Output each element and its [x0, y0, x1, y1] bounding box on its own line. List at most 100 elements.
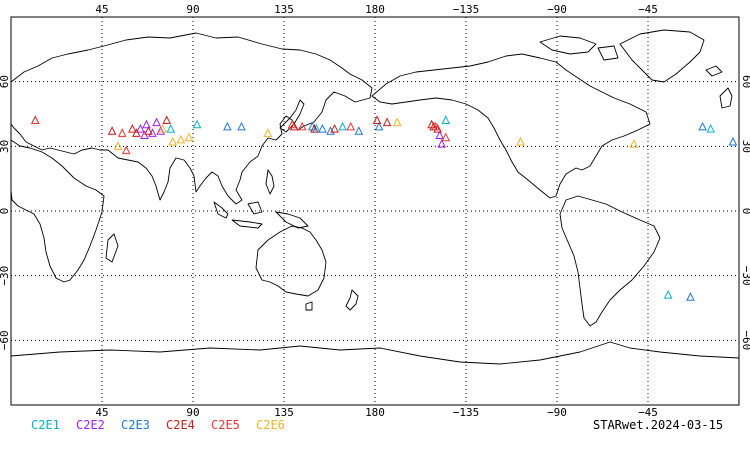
station-marker-c2e3	[698, 121, 707, 131]
lat-tick-right-label: −60	[740, 330, 750, 350]
station-marker-c2e1	[338, 121, 347, 131]
station-marker-c2e1	[441, 115, 451, 124]
station-markers	[30, 115, 738, 301]
coastline-new-zealand	[345, 289, 359, 311]
coastline-madagascar	[105, 233, 119, 263]
lon-tick-bottom-label: 90	[186, 406, 199, 419]
station-marker-c2e1	[706, 123, 715, 133]
station-marker-c2e4	[162, 115, 172, 124]
station-marker-c2e6	[113, 141, 123, 150]
lat-tick-right-label: 0	[740, 208, 750, 215]
station-marker-c2e5	[30, 115, 40, 124]
station-marker-c2e1	[192, 119, 202, 129]
station-marker-c2e2	[156, 126, 165, 135]
station-marker-c2e4	[128, 123, 137, 133]
station-marker-c2e2	[435, 130, 445, 140]
lon-tick-bottom-label: −90	[547, 406, 567, 419]
lon-tick-bottom-label: −135	[453, 406, 480, 419]
station-marker-c2e6	[176, 134, 186, 144]
coastline-philippines	[265, 169, 275, 195]
station-marker-c2e2	[142, 119, 151, 129]
legend-item-c2e1: C2E1	[31, 418, 60, 432]
legend-item-c2e4: C2E4	[166, 418, 195, 432]
station-marker-c2e3	[237, 121, 246, 131]
coastline-south-america	[559, 195, 661, 327]
coastline-tasmania	[305, 301, 313, 311]
coastline-uk	[719, 87, 733, 109]
station-marker-c2e6	[158, 123, 167, 133]
station-marker-c2e3	[374, 121, 384, 131]
coastline-iceland	[705, 65, 723, 77]
lon-tick-top-label: 90	[186, 3, 199, 16]
legend-item-c2e2: C2E2	[76, 418, 105, 432]
lon-tick-top-label: −135	[453, 3, 480, 16]
legend-item-c2e6: C2E6	[256, 418, 285, 432]
product-label: STARwet.2024-03-15	[593, 418, 724, 432]
lat-tick-right-label: −30	[740, 266, 750, 286]
station-marker-c2e6	[168, 136, 178, 146]
station-marker-c2e5	[346, 121, 356, 131]
lon-tick-top-label: −90	[547, 3, 567, 16]
station-marker-c2e4	[310, 123, 319, 133]
tick-labels: 45 45 90 90 135 135 180 180 −135 −135 −90 −90 −45 −45…	[0, 3, 750, 419]
station-marker-c2e4	[132, 128, 141, 137]
coastline-eurasia	[10, 32, 373, 205]
station-marker-c2e6	[516, 136, 525, 146]
lon-tick-top-label: −45	[638, 3, 658, 16]
station-marker-c2e2	[140, 130, 149, 140]
coastline-australia	[255, 225, 327, 297]
station-marker-c2e3	[728, 136, 738, 146]
station-marker-c2e4	[382, 117, 392, 127]
station-marker-c2e1	[663, 289, 673, 299]
coastline-north-america	[371, 53, 651, 199]
station-marker-c2e4	[372, 115, 382, 124]
legend-item-c2e3: C2E3	[121, 418, 150, 432]
station-marker-c2e2	[152, 117, 161, 127]
station-marker-c2e6	[263, 128, 273, 137]
lat-tick-right-label: 60	[740, 75, 750, 88]
lon-tick-bottom-label: 45	[95, 406, 108, 419]
station-marker-c2e3	[354, 126, 364, 135]
lon-tick-bottom-label: −45	[638, 406, 658, 419]
station-marker-c2e5	[441, 132, 451, 142]
coastline-japan	[279, 99, 305, 133]
station-marker-c2e3	[318, 123, 327, 133]
station-marker-c2e5	[117, 128, 127, 137]
graticule	[11, 17, 739, 405]
station-marker-c2e3	[223, 121, 232, 131]
lat-tick-left-label: 0	[0, 208, 11, 215]
lat-tick-left-label: 60	[0, 75, 11, 88]
lat-tick-right-label: 30	[740, 140, 750, 153]
lat-tick-left-label: −60	[0, 330, 11, 350]
lon-tick-bottom-label: 135	[274, 406, 294, 419]
coastline-arctic-islands	[539, 35, 619, 61]
station-marker-c2e4	[289, 121, 299, 131]
lon-tick-top-label: 180	[365, 3, 385, 16]
station-marker-c2e2	[136, 123, 145, 133]
station-marker-c2e5	[287, 119, 297, 129]
station-marker-c2e2	[437, 139, 447, 148]
coastline-africa	[10, 139, 105, 283]
station-marker-c2e3	[686, 292, 695, 301]
station-marker-c2e6	[629, 139, 639, 148]
station-marker-c2e5	[297, 121, 307, 131]
station-marker-c2e1	[166, 123, 176, 133]
coastline-antarctica	[10, 341, 740, 365]
station-marker-c2e5	[431, 121, 440, 131]
station-marker-c2e4	[330, 123, 339, 133]
lat-tick-left-label: −30	[0, 266, 11, 286]
station-marker-c2e4	[107, 126, 117, 135]
station-marker-c2e4	[433, 123, 442, 133]
station-marker-c2e5	[121, 145, 131, 155]
lon-tick-top-label: 135	[274, 3, 294, 16]
station-marker-c2e6	[184, 132, 194, 142]
coastline-greenland	[619, 29, 705, 83]
station-marker-c2e4	[144, 126, 153, 135]
coastlines	[10, 29, 740, 365]
station-marker-c2e6	[392, 117, 402, 127]
coastline-indonesia	[213, 201, 309, 229]
lon-tick-top-label: 45	[95, 3, 108, 16]
lon-tick-bottom-label: 180	[365, 406, 385, 419]
legend-item-c2e5: C2E5	[211, 418, 240, 432]
